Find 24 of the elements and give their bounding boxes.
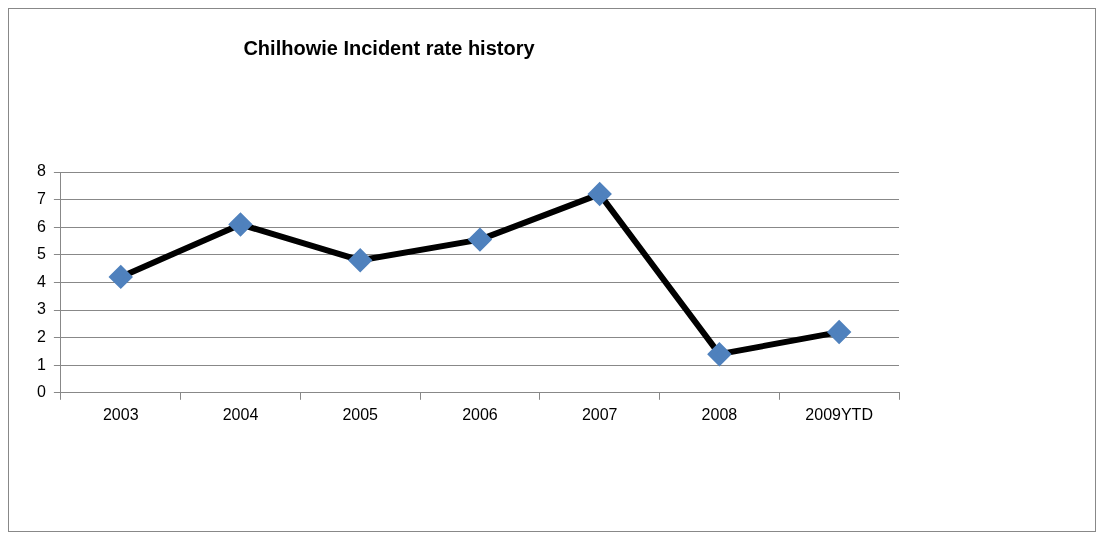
point — [828, 321, 851, 344]
y-tick-label: 2 — [36, 328, 46, 346]
x-tick-label: 2007 — [581, 405, 618, 423]
x-tick-label: 2005 — [342, 405, 379, 423]
point — [229, 213, 252, 236]
y-tick-label: 6 — [36, 217, 46, 235]
point — [588, 183, 611, 206]
point — [349, 249, 372, 272]
y-tick-label: 3 — [36, 300, 46, 318]
chart-title: Chilhowie Incident rate history — [243, 36, 536, 59]
x-tick-label: 2003 — [102, 405, 139, 423]
x-tick-label: 2008 — [701, 405, 738, 423]
y-tick-label: 0 — [36, 383, 46, 401]
y-tick-label: 4 — [36, 272, 46, 290]
point — [109, 265, 132, 288]
y-tick-label: 1 — [36, 355, 46, 373]
y-tick-label: 5 — [36, 245, 46, 263]
y-tick-label: 7 — [36, 190, 46, 208]
point — [468, 228, 491, 251]
point — [708, 343, 731, 366]
x-tick-label: 2004 — [222, 405, 259, 423]
y-tick-label: 8 — [36, 162, 46, 180]
x-tick-label: 2009YTD — [805, 405, 873, 423]
x-tick-label: 2006 — [462, 405, 498, 423]
